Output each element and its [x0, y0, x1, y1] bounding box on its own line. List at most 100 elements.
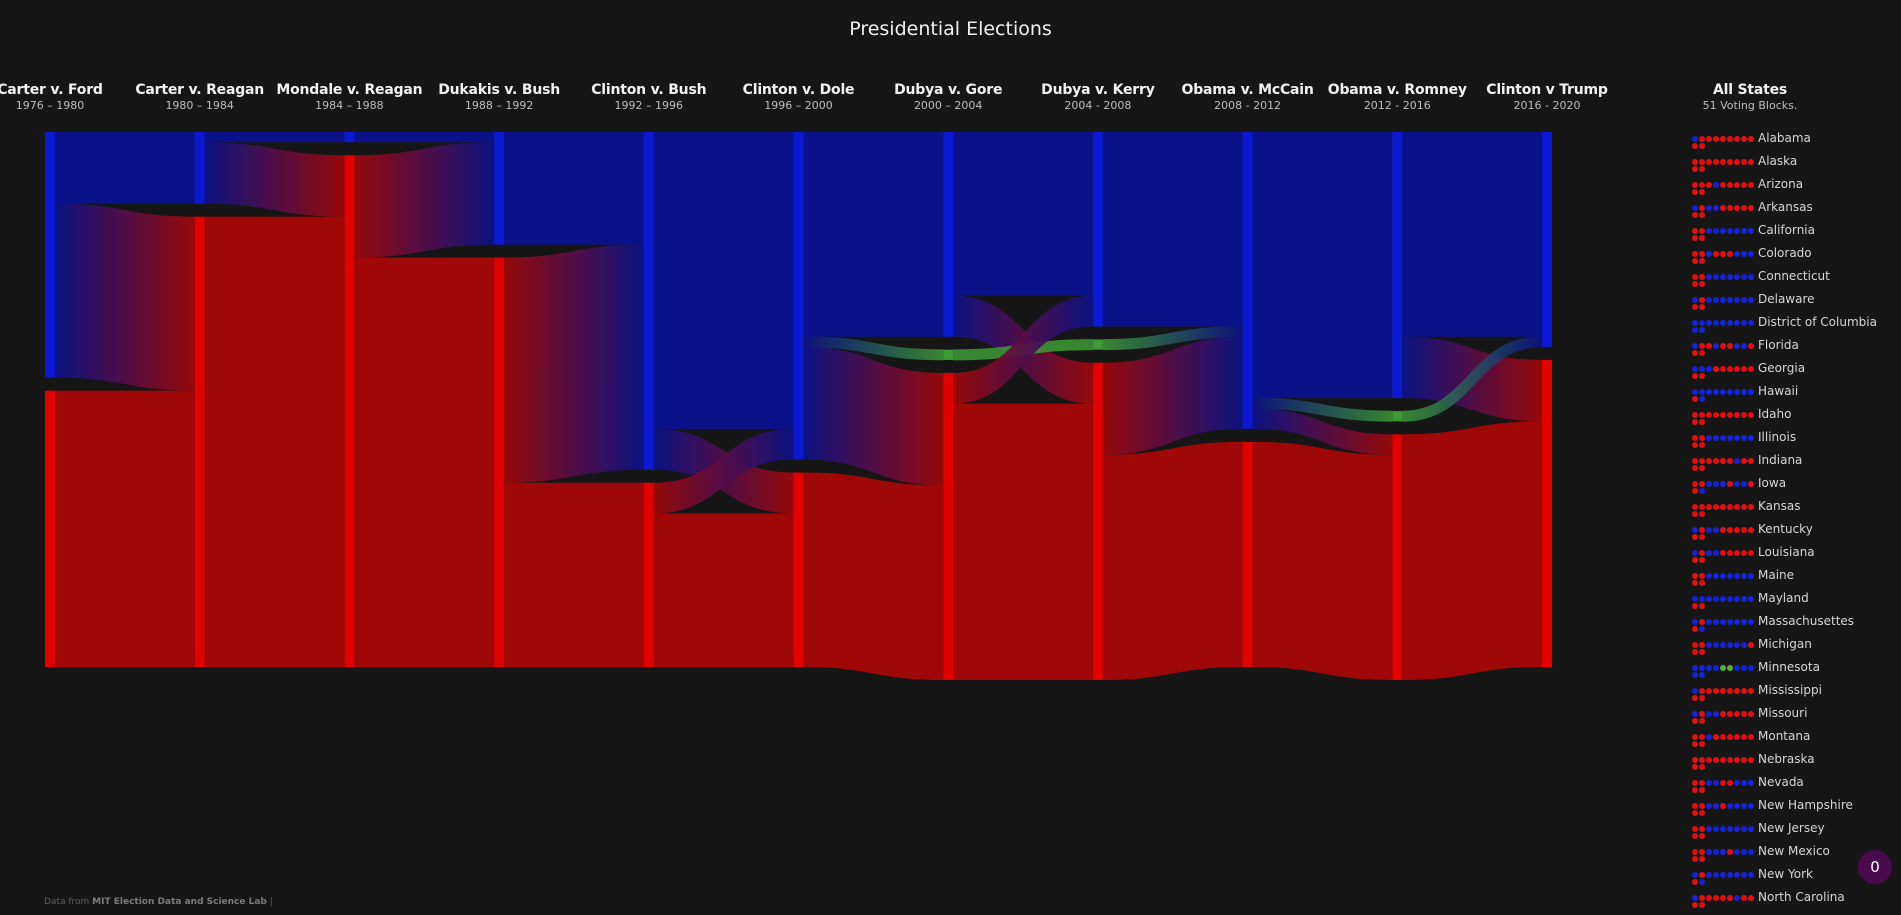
flow-rep-to-dem[interactable]: [504, 244, 644, 483]
node-1988-rep[interactable]: [494, 257, 505, 667]
flow-rep-to-dem[interactable]: [653, 428, 794, 514]
flow-dem-to-dem[interactable]: [1252, 132, 1393, 399]
flow-dem-to-dem[interactable]: [1402, 132, 1542, 337]
state-row[interactable]: Alaska: [1690, 153, 1890, 176]
state-row[interactable]: Colorado: [1690, 245, 1890, 268]
node-2012-rep[interactable]: [1392, 434, 1403, 680]
node-1996-dem[interactable]: [793, 132, 804, 460]
state-row[interactable]: New Hampshire: [1690, 797, 1890, 820]
flow-dem-to-rep[interactable]: [1252, 408, 1393, 455]
state-result-dot: [1692, 419, 1698, 425]
selection-count-badge[interactable]: 0: [1858, 850, 1892, 884]
node-2000-dem[interactable]: [943, 132, 954, 337]
state-row[interactable]: North Carolina: [1690, 889, 1890, 912]
flow-dem-to-dem[interactable]: [504, 132, 644, 245]
state-row[interactable]: Arizona: [1690, 176, 1890, 199]
flow-rep-to-rep[interactable]: [504, 482, 644, 667]
node-1976-rep[interactable]: [45, 390, 55, 667]
node-2004-rep[interactable]: [1092, 362, 1103, 680]
node-2016-dem[interactable]: [1542, 132, 1552, 347]
node-2000-tie[interactable]: [943, 349, 954, 360]
state-row[interactable]: Nevada: [1690, 774, 1890, 797]
flow-dem-to-rep[interactable]: [803, 346, 944, 486]
state-row[interactable]: Arkansas: [1690, 199, 1890, 222]
state-row[interactable]: New Mexico: [1690, 843, 1890, 866]
flow-rep-to-rep[interactable]: [953, 403, 1093, 680]
flow-tie-to-dem[interactable]: [1402, 336, 1543, 422]
state-result-dot: [1699, 189, 1705, 195]
node-1992-dem[interactable]: [643, 132, 654, 470]
flow-rep-to-rep[interactable]: [1402, 421, 1542, 680]
flow-rep-to-rep[interactable]: [354, 257, 495, 667]
node-1976-dem[interactable]: [45, 132, 55, 378]
state-row[interactable]: Missouri: [1690, 705, 1890, 728]
state-row[interactable]: Alabama: [1690, 130, 1890, 153]
state-row[interactable]: Massachusettes: [1690, 613, 1890, 636]
state-row[interactable]: Florida: [1690, 337, 1890, 360]
node-2008-dem[interactable]: [1242, 132, 1253, 429]
node-1984-rep[interactable]: [344, 155, 355, 667]
node-2004-dem[interactable]: [1092, 132, 1103, 327]
flow-rep-to-rep[interactable]: [653, 513, 794, 667]
state-row[interactable]: Illinois: [1690, 429, 1890, 452]
flow-dem-to-dem[interactable]: [1102, 132, 1243, 327]
state-result-dot: [1692, 136, 1698, 142]
node-1980-rep[interactable]: [194, 216, 205, 667]
state-row[interactable]: Connecticut: [1690, 268, 1890, 291]
flow-rep-to-rep[interactable]: [204, 216, 345, 667]
state-row[interactable]: Kentucky: [1690, 521, 1890, 544]
state-row[interactable]: Mayland: [1690, 590, 1890, 613]
election-title: Dubya v. Kerry: [1041, 82, 1155, 98]
state-row[interactable]: Louisiana: [1690, 544, 1890, 567]
flow-rep-to-dem[interactable]: [953, 295, 1093, 404]
flow-dem-to-dem[interactable]: [803, 132, 944, 337]
state-row[interactable]: Nebraska: [1690, 751, 1890, 774]
state-history-dots: [1692, 389, 1756, 403]
state-row[interactable]: New Jersey: [1690, 820, 1890, 843]
node-2000-rep[interactable]: [943, 372, 954, 680]
node-2012-tie[interactable]: [1392, 411, 1403, 422]
state-row[interactable]: New York: [1690, 866, 1890, 889]
node-2004-tie[interactable]: [1092, 339, 1103, 350]
flow-dem-to-dem[interactable]: [55, 132, 195, 204]
flow-tie-to-dem[interactable]: [1102, 326, 1243, 351]
flow-dem-to-dem[interactable]: [354, 132, 495, 143]
flow-rep-to-rep[interactable]: [1102, 441, 1243, 680]
flow-rep-to-dem[interactable]: [354, 142, 495, 258]
node-1996-rep[interactable]: [793, 472, 804, 667]
state-row[interactable]: Iowa: [1690, 475, 1890, 498]
state-row[interactable]: Kansas: [1690, 498, 1890, 521]
node-1988-dem[interactable]: [494, 132, 505, 245]
flow-dem-to-rep[interactable]: [55, 203, 195, 391]
source-link[interactable]: MIT Election Data and Science Lab: [92, 897, 267, 907]
state-row[interactable]: Maine: [1690, 567, 1890, 590]
state-row[interactable]: Georgia: [1690, 360, 1890, 383]
state-row[interactable]: Montana: [1690, 728, 1890, 751]
node-1992-rep[interactable]: [643, 482, 654, 667]
flow-dem-to-rep[interactable]: [204, 142, 345, 217]
state-row[interactable]: District of Columbia: [1690, 314, 1890, 337]
state-result-dot: [1741, 849, 1747, 855]
flow-dem-to-tie[interactable]: [1252, 397, 1393, 422]
state-row[interactable]: Minnesota: [1690, 659, 1890, 682]
flow-dem-to-dem[interactable]: [953, 132, 1093, 296]
state-row[interactable]: Mississippi: [1690, 682, 1890, 705]
flow-dem-to-dem[interactable]: [653, 132, 794, 429]
flow-rep-to-rep[interactable]: [803, 472, 944, 680]
state-row[interactable]: Hawaii: [1690, 383, 1890, 406]
node-2016-rep[interactable]: [1542, 359, 1552, 667]
state-row[interactable]: Idaho: [1690, 406, 1890, 429]
flow-rep-to-rep[interactable]: [55, 390, 195, 667]
node-1980-dem[interactable]: [194, 132, 205, 204]
state-row[interactable]: Delaware: [1690, 291, 1890, 314]
flow-rep-to-rep[interactable]: [1252, 441, 1393, 680]
flow-dem-to-tie[interactable]: [803, 336, 944, 361]
flow-dem-to-dem[interactable]: [204, 132, 345, 143]
node-2008-rep[interactable]: [1242, 441, 1253, 667]
node-2012-dem[interactable]: [1392, 132, 1403, 399]
state-row[interactable]: Michigan: [1690, 636, 1890, 659]
state-row[interactable]: Indiana: [1690, 452, 1890, 475]
node-1984-dem[interactable]: [344, 132, 355, 143]
state-row[interactable]: California: [1690, 222, 1890, 245]
flow-rep-to-dem[interactable]: [1102, 336, 1243, 455]
